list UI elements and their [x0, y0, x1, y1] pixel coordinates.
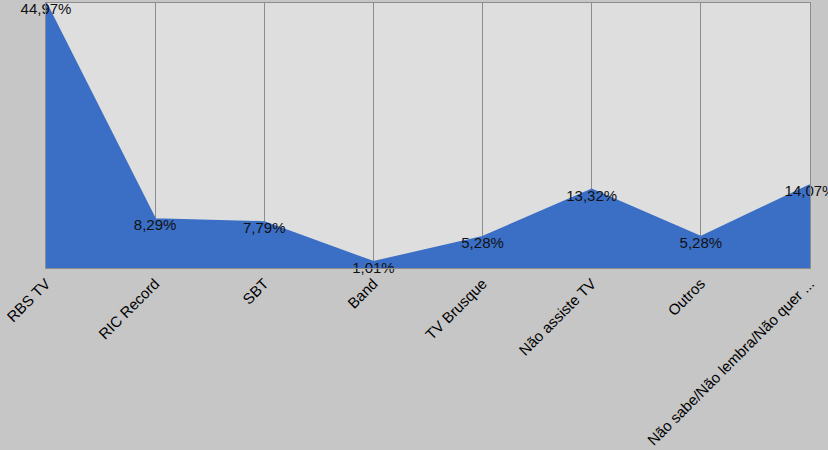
svg-text:Não sabe/Não lembra/Não quer .: Não sabe/Não lembra/Não quer ...	[644, 275, 818, 449]
svg-text:5,28%: 5,28%	[680, 234, 723, 251]
svg-text:14,07%: 14,07%	[785, 182, 828, 199]
svg-text:RBS TV: RBS TV	[3, 275, 53, 325]
svg-text:TV Brusque: TV Brusque	[422, 275, 490, 343]
svg-text:8,29%: 8,29%	[134, 216, 177, 233]
svg-text:7,79%: 7,79%	[243, 219, 286, 236]
svg-text:13,32%: 13,32%	[566, 187, 617, 204]
svg-text:RIC Record: RIC Record	[95, 275, 162, 342]
svg-text:SBT: SBT	[239, 275, 272, 308]
svg-text:5,28%: 5,28%	[461, 234, 504, 251]
svg-text:Band: Band	[344, 275, 381, 312]
svg-text:44,97%: 44,97%	[21, 0, 72, 17]
svg-text:Outros: Outros	[664, 275, 708, 319]
svg-text:1,01%: 1,01%	[352, 259, 395, 276]
svg-text:Não assiste TV: Não assiste TV	[515, 275, 599, 359]
